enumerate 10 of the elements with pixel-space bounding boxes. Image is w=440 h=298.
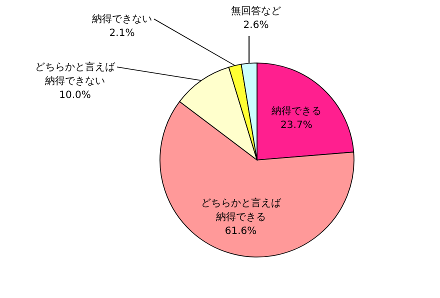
data-label: 2.6% xyxy=(243,20,269,31)
slice-label: 納得できない xyxy=(92,13,152,25)
data-label: 10.0% xyxy=(59,90,91,101)
slice-label: どちらかと言えば納得できる xyxy=(200,196,282,223)
data-label: 61.6% xyxy=(224,226,257,237)
slice-label: 無回答など xyxy=(231,5,281,17)
data-label: 23.7% xyxy=(280,120,312,132)
slice-label: 納得できる xyxy=(271,105,322,118)
data-label: 2.1% xyxy=(109,28,135,39)
slice-label: どちらかと言えば納得できない xyxy=(35,61,116,87)
